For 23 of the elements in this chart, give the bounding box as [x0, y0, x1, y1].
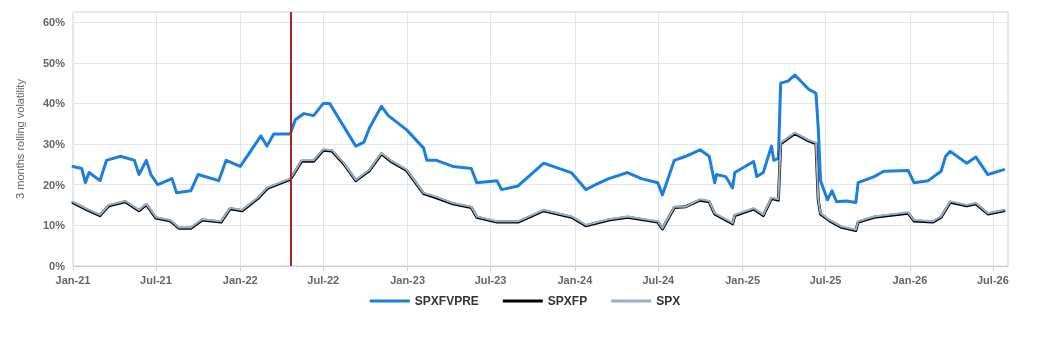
- x-tick-label: Jan-21: [55, 273, 91, 286]
- y-tick-label: 60%: [42, 16, 66, 29]
- y-tick-label: 40%: [42, 97, 66, 110]
- y-tick-label: 50%: [42, 56, 66, 69]
- x-tick-label: Jul-26: [976, 273, 1009, 286]
- x-tick-label: Jan-25: [725, 273, 761, 286]
- x-tick-label: Jul-25: [809, 273, 842, 286]
- legend-label: SPX: [656, 294, 681, 308]
- x-tick-label: Jul-24: [642, 273, 676, 286]
- legend-label: SPXFP: [547, 294, 588, 308]
- y-tick-label: 30%: [42, 138, 66, 151]
- x-tick-label: Jan-26: [892, 273, 928, 286]
- x-tick-label: Jan-24: [557, 273, 594, 286]
- x-tick-label: Jul-23: [474, 273, 507, 286]
- x-tick-label: Jul-22: [307, 273, 340, 286]
- y-tick-label: 0%: [49, 260, 66, 272]
- y-axis-title: 3 months rolling volatility: [13, 78, 26, 199]
- x-tick-label: Jul-21: [140, 273, 172, 286]
- legend-label: SPXFVPRE: [414, 294, 479, 308]
- x-tick-label: Jan-23: [390, 273, 426, 286]
- x-tick-label: Jan-22: [222, 273, 258, 286]
- y-tick-label: 10%: [42, 219, 66, 232]
- y-tick-label: 20%: [42, 178, 66, 191]
